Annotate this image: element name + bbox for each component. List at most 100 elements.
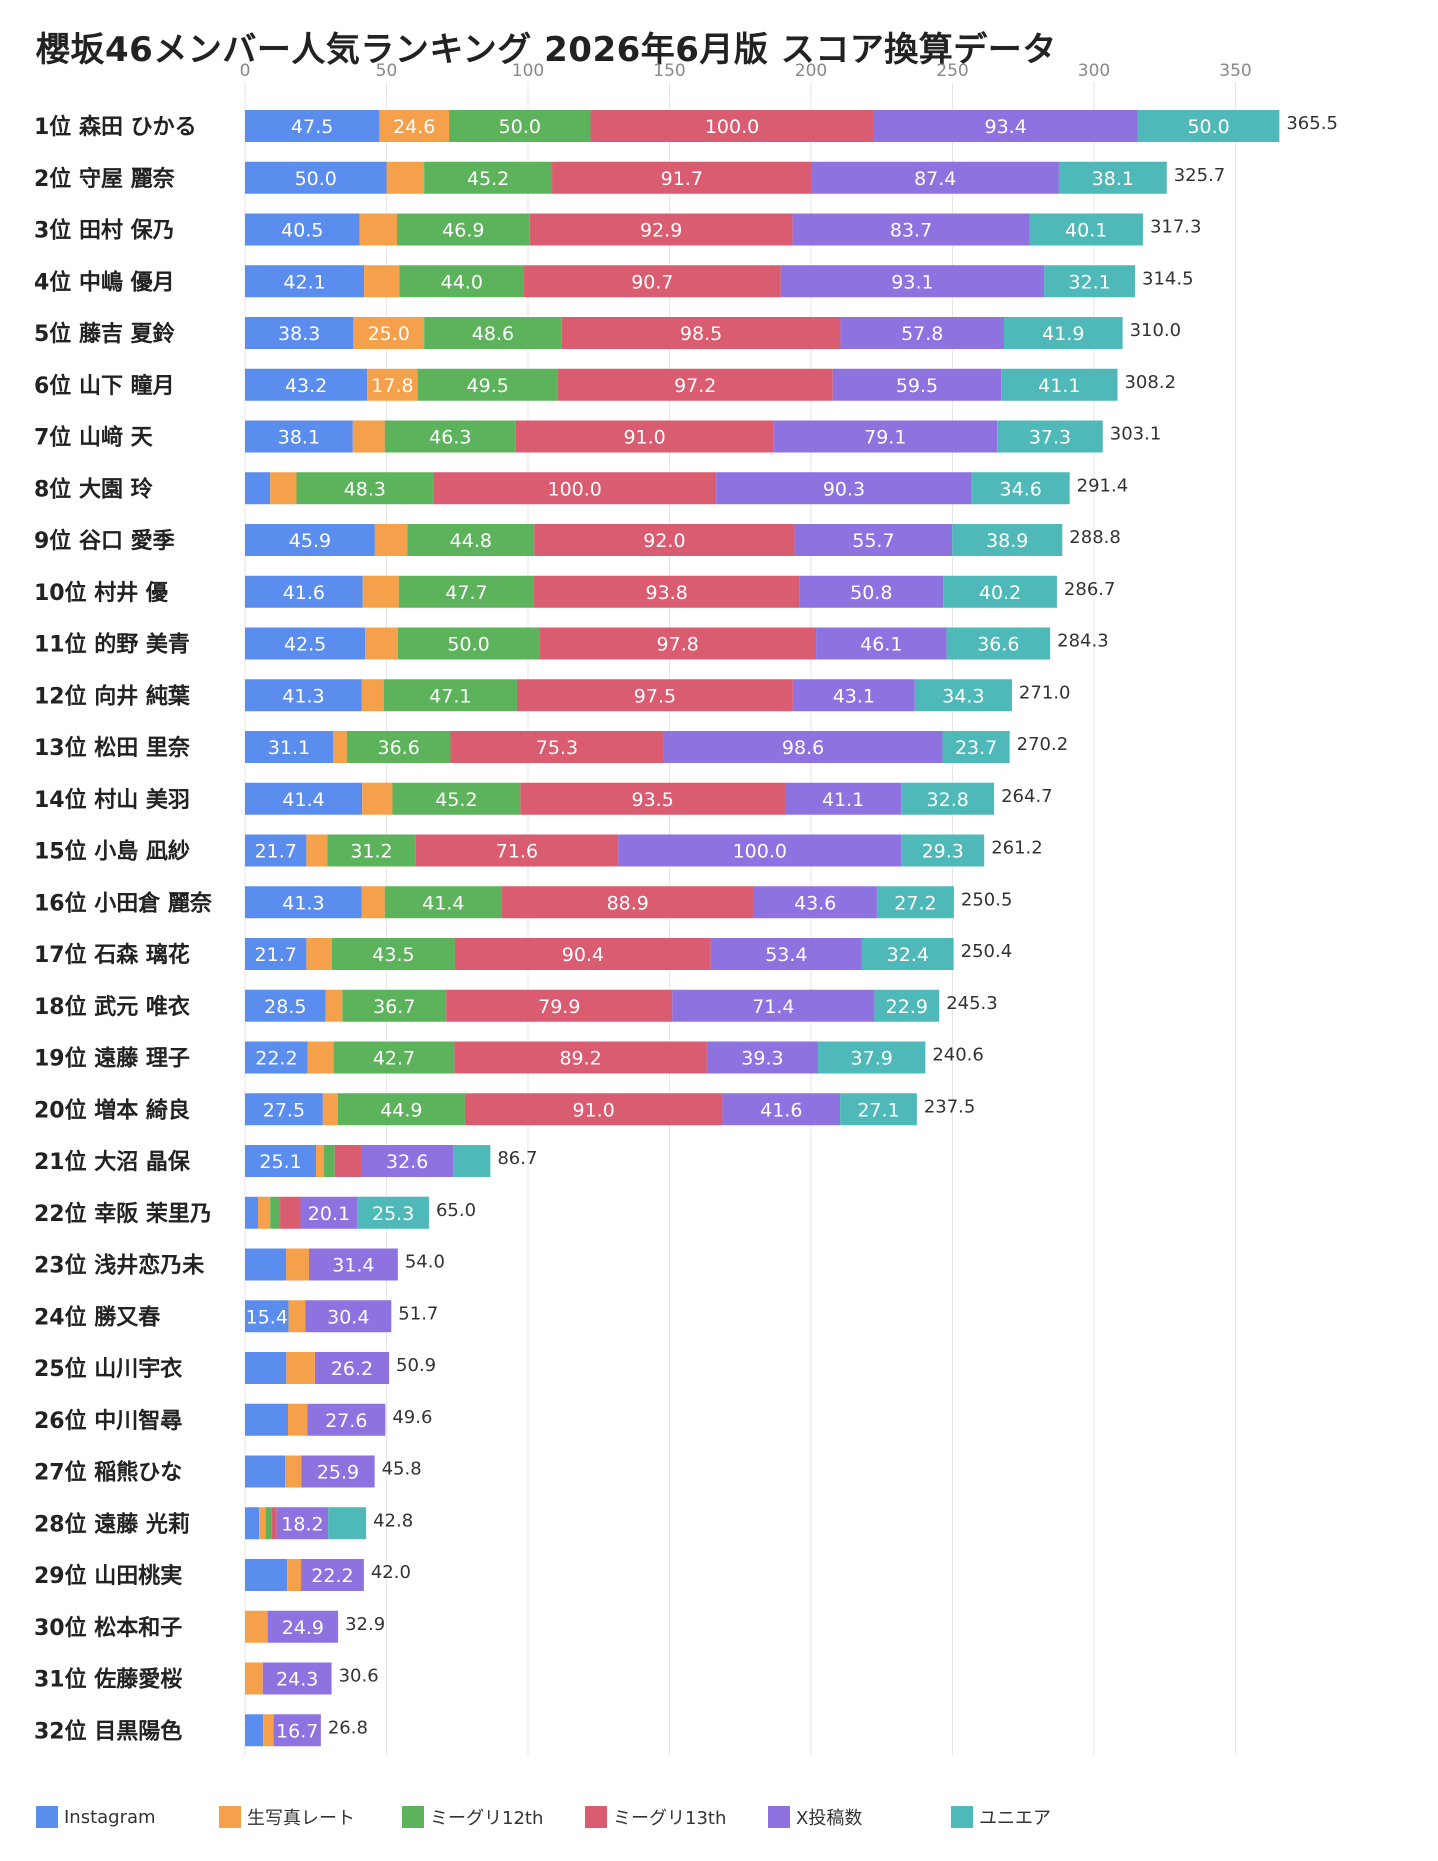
segment-value-label: 26.2	[331, 1358, 373, 1380]
bar-segment-X投稿数	[773, 420, 998, 453]
member-label: 15位 小島 凪紗	[34, 839, 190, 865]
bar-segment-ミーグリ13th	[557, 368, 833, 401]
segment-value-label: 53.4	[765, 944, 807, 966]
bar-segment-X投稿数	[305, 1300, 392, 1333]
segment-value-label: 92.0	[643, 530, 685, 552]
segment-value-label: 41.9	[1042, 323, 1084, 345]
bar-segment-生写真レート	[306, 834, 328, 867]
total-value-label: 325.7	[1174, 165, 1226, 186]
bar-segment-ユニエア	[818, 1041, 926, 1074]
bar-segment-X投稿数	[618, 834, 902, 867]
member-label: 4位 中嶋 優月	[34, 269, 175, 295]
segment-value-label: 98.5	[680, 323, 722, 345]
bar-segment-ユニエア	[942, 731, 1010, 763]
x-tick-label: 250	[936, 61, 968, 81]
total-value-label: 49.6	[392, 1407, 432, 1428]
bar-segment-X投稿数	[794, 524, 953, 556]
segment-value-label: 41.3	[282, 892, 324, 914]
bar-segment-X投稿数	[792, 213, 1030, 246]
bar-segment-Instagram	[245, 368, 368, 401]
bar-segment-生写真レート	[263, 1714, 274, 1747]
bar-segment-X投稿数	[262, 1662, 332, 1695]
segment-value-label: 89.2	[559, 1048, 601, 1070]
bar-segment-X投稿数	[753, 886, 877, 919]
bar-segment-ユニエア	[1137, 110, 1280, 142]
bar-segment-Instagram	[245, 989, 326, 1022]
member-label: 24位 勝又春	[34, 1304, 160, 1330]
bar-segment-生写真レート	[386, 161, 425, 194]
segment-value-label: 79.1	[864, 427, 906, 449]
bar-segment-ミーグリ12th	[407, 524, 535, 556]
bar-segment-X投稿数	[308, 1248, 398, 1281]
bar-segment-Instagram	[245, 420, 353, 453]
total-value-label: 32.9	[345, 1614, 385, 1635]
segment-value-label: 40.1	[1065, 220, 1107, 242]
segment-value-label: 47.5	[291, 116, 333, 138]
legend-item: Instagram	[36, 1804, 219, 1830]
total-value-label: 286.7	[1064, 579, 1116, 600]
bar-segment-ミーグリ13th	[415, 834, 619, 867]
segment-value-label: 50.0	[499, 116, 541, 138]
bar-segment-生写真レート	[286, 1248, 309, 1281]
member-label: 26位 中川智尋	[34, 1408, 182, 1434]
bar-segment-X投稿数	[722, 1093, 841, 1126]
x-tick-label: 300	[1078, 61, 1110, 81]
segment-value-label: 97.8	[657, 634, 699, 656]
bar-segment-ミーグリ12th	[392, 782, 521, 815]
total-value-label: 271.0	[1019, 682, 1071, 703]
bar-segment-ユニエア	[943, 575, 1057, 608]
total-value-label: 54.0	[405, 1252, 445, 1273]
segment-value-label: 36.6	[977, 634, 1019, 656]
bar-segment-生写真レート	[362, 782, 393, 815]
total-value-label: 245.3	[946, 993, 998, 1014]
bar-segment-ミーグリ12th	[449, 110, 591, 142]
segment-value-label: 31.4	[332, 1255, 374, 1277]
bar-segment-ミーグリ12th	[424, 317, 562, 349]
bar-segment-Instagram	[245, 575, 363, 608]
bar-segment-X投稿数	[811, 161, 1059, 194]
segment-value-label: 48.3	[344, 478, 386, 500]
bar-segment-X投稿数	[300, 1196, 358, 1229]
segment-value-label: 34.3	[942, 685, 984, 707]
total-value-label: 310.0	[1130, 320, 1182, 341]
bar-segment-X投稿数	[672, 989, 875, 1022]
segment-value-label: 27.6	[325, 1410, 367, 1432]
bar-segment-生写真レート	[306, 938, 332, 970]
segment-value-label: 59.5	[896, 375, 938, 397]
member-label: 31位 佐藤愛桜	[34, 1667, 182, 1693]
member-label: 2位 守屋 麗奈	[34, 166, 176, 192]
bar-segment-生写真レート	[245, 1610, 268, 1643]
segment-value-label: 49.5	[467, 375, 509, 397]
segment-value-label: 41.6	[760, 1099, 802, 1121]
bar-segment-ミーグリ13th	[524, 265, 781, 298]
legend-label: 生写真レート	[247, 1808, 355, 1829]
bar-segment-Instagram	[245, 834, 307, 867]
bar-segment-ユニエア	[861, 938, 954, 970]
bar-segment-生写真レート	[379, 110, 450, 142]
segment-value-label: 25.0	[368, 323, 410, 345]
segment-value-label: 50.0	[447, 634, 489, 656]
segment-value-label: 21.7	[255, 944, 297, 966]
bar-segment-Instagram	[245, 1403, 289, 1436]
bar-segment-ミーグリ12th	[327, 834, 416, 867]
segment-value-label: 31.2	[350, 841, 392, 863]
bar-segment-X投稿数	[780, 265, 1045, 298]
bar-segment-ミーグリ13th	[450, 731, 664, 763]
bar-segment-Instagram	[245, 1300, 289, 1333]
x-tick-label: 200	[795, 61, 827, 81]
bar-segment-ミーグリ13th	[446, 989, 673, 1022]
member-label: 23位 浅井恋乃未	[34, 1253, 204, 1279]
total-value-label: 308.2	[1124, 372, 1176, 393]
legend-item: 生写真レート	[219, 1804, 402, 1830]
bar-segment-ミーグリ12th	[396, 213, 530, 246]
bar-segment-Instagram	[245, 1145, 317, 1177]
segment-value-label: 37.9	[851, 1048, 893, 1070]
bar-segment-生写真レート	[258, 1196, 271, 1229]
bar-segment-ユニエア	[914, 679, 1012, 712]
segment-value-label: 18.2	[281, 1513, 323, 1535]
bar-segment-ユニエア	[876, 886, 954, 919]
bar-segment-生写真レート	[367, 368, 418, 401]
member-label: 28位 遠藤 光莉	[34, 1511, 190, 1537]
segment-value-label: 28.5	[264, 996, 306, 1018]
legend-label: ユニエア	[979, 1808, 1051, 1829]
